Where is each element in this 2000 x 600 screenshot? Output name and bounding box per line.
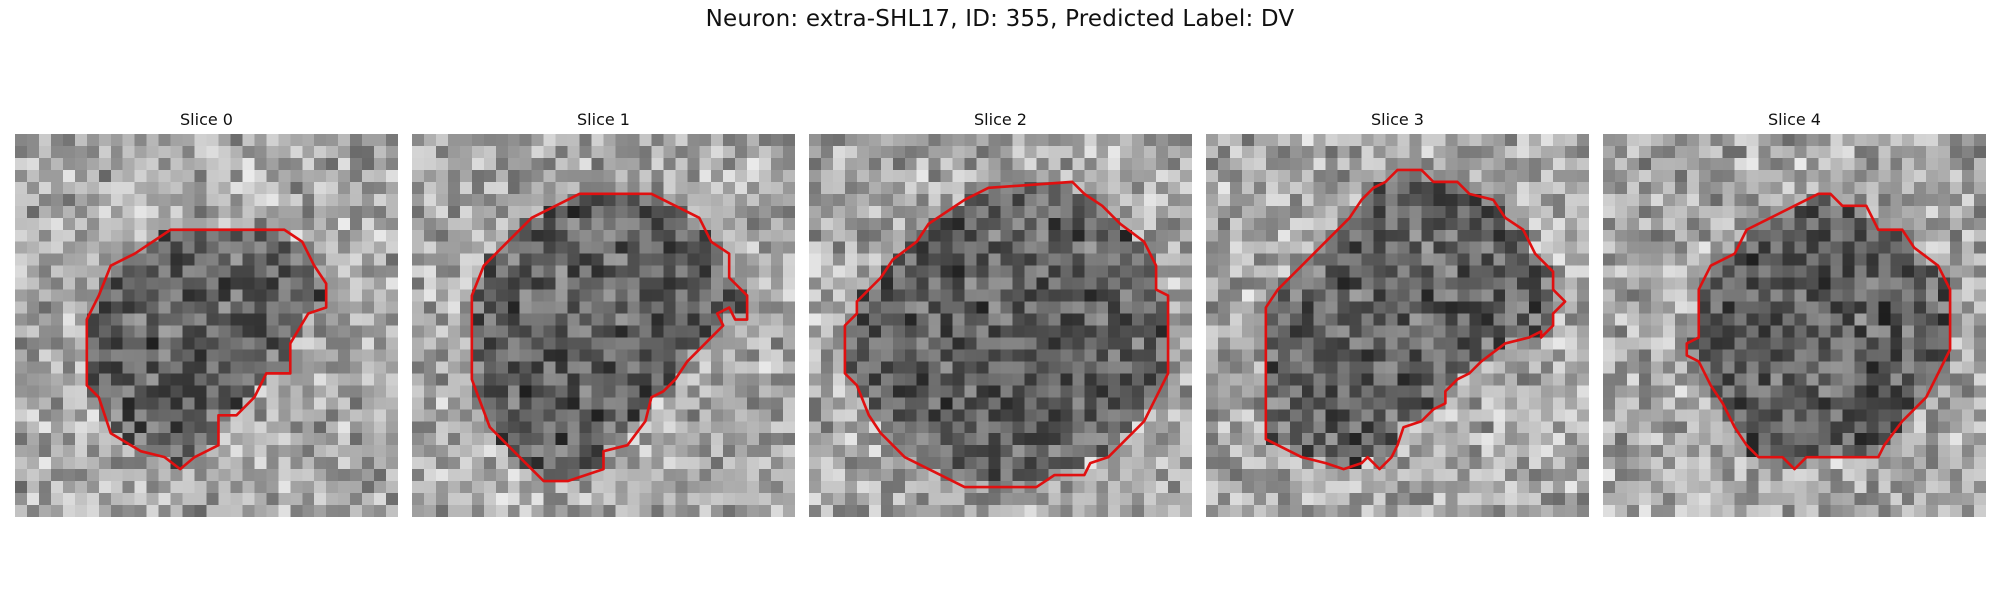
slice-image-2 (809, 134, 1192, 517)
slice-image-1 (412, 134, 795, 517)
slice-image-4 (1603, 134, 1986, 517)
roi-contour-0 (85, 228, 328, 471)
slice-image-0 (15, 134, 398, 517)
roi-contour-3 (1264, 168, 1567, 471)
slice-title-2: Slice 2 (974, 110, 1027, 129)
slice-panel-3: Slice 3 (1206, 108, 1589, 517)
slice-title-0: Slice 0 (180, 110, 233, 129)
slice-panel-0: Slice 0 (15, 108, 398, 517)
slice-title-1: Slice 1 (577, 110, 630, 129)
slice-title-4: Slice 4 (1768, 110, 1821, 129)
roi-contour-4 (1685, 192, 1952, 471)
roi-contour-1 (470, 192, 749, 483)
pixel-grid-3 (1206, 134, 1589, 517)
roi-contour-2 (843, 180, 1170, 489)
slice-title-3: Slice 3 (1371, 110, 1424, 129)
slice-panel-2: Slice 2 (809, 108, 1192, 517)
slice-image-3 (1206, 134, 1589, 517)
slice-panel-1: Slice 1 (412, 108, 795, 517)
pixel-grid-2 (809, 134, 1192, 517)
pixel-grid-0 (15, 134, 398, 517)
pixel-grid-4 (1603, 134, 1986, 517)
pixel-grid-1 (412, 134, 795, 517)
slice-panel-4: Slice 4 (1603, 108, 1986, 517)
figure-title: Neuron: extra-SHL17, ID: 355, Predicted … (705, 6, 1295, 32)
